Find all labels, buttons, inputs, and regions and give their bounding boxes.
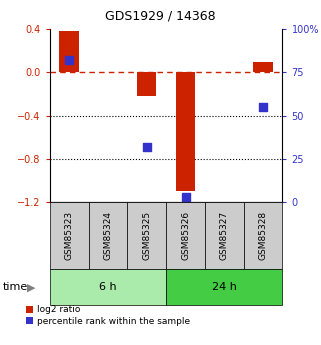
Text: GDS1929 / 14368: GDS1929 / 14368 bbox=[105, 9, 216, 22]
Text: GSM85328: GSM85328 bbox=[259, 211, 268, 260]
Bar bbox=[166, 202, 205, 269]
Text: GSM85325: GSM85325 bbox=[142, 211, 151, 260]
Point bbox=[66, 58, 72, 63]
Text: GSM85323: GSM85323 bbox=[65, 211, 74, 260]
Bar bbox=[166, 269, 282, 305]
Text: ▶: ▶ bbox=[27, 282, 36, 292]
Bar bbox=[176, 72, 195, 191]
Text: GSM85326: GSM85326 bbox=[181, 211, 190, 260]
Point bbox=[261, 104, 266, 110]
Text: 24 h: 24 h bbox=[212, 282, 237, 292]
Bar bbox=[50, 202, 89, 269]
Text: time: time bbox=[3, 282, 29, 292]
Text: 6 h: 6 h bbox=[99, 282, 117, 292]
Text: GSM85327: GSM85327 bbox=[220, 211, 229, 260]
Text: GSM85324: GSM85324 bbox=[103, 211, 112, 260]
Bar bbox=[244, 202, 282, 269]
Point bbox=[183, 194, 188, 199]
Bar bbox=[127, 202, 166, 269]
Bar bbox=[205, 202, 244, 269]
Bar bbox=[253, 62, 273, 72]
Bar bbox=[89, 202, 127, 269]
Bar bbox=[50, 269, 166, 305]
Legend: log2 ratio, percentile rank within the sample: log2 ratio, percentile rank within the s… bbox=[26, 305, 190, 326]
Bar bbox=[59, 31, 79, 72]
Point bbox=[144, 144, 149, 149]
Bar bbox=[137, 72, 156, 96]
